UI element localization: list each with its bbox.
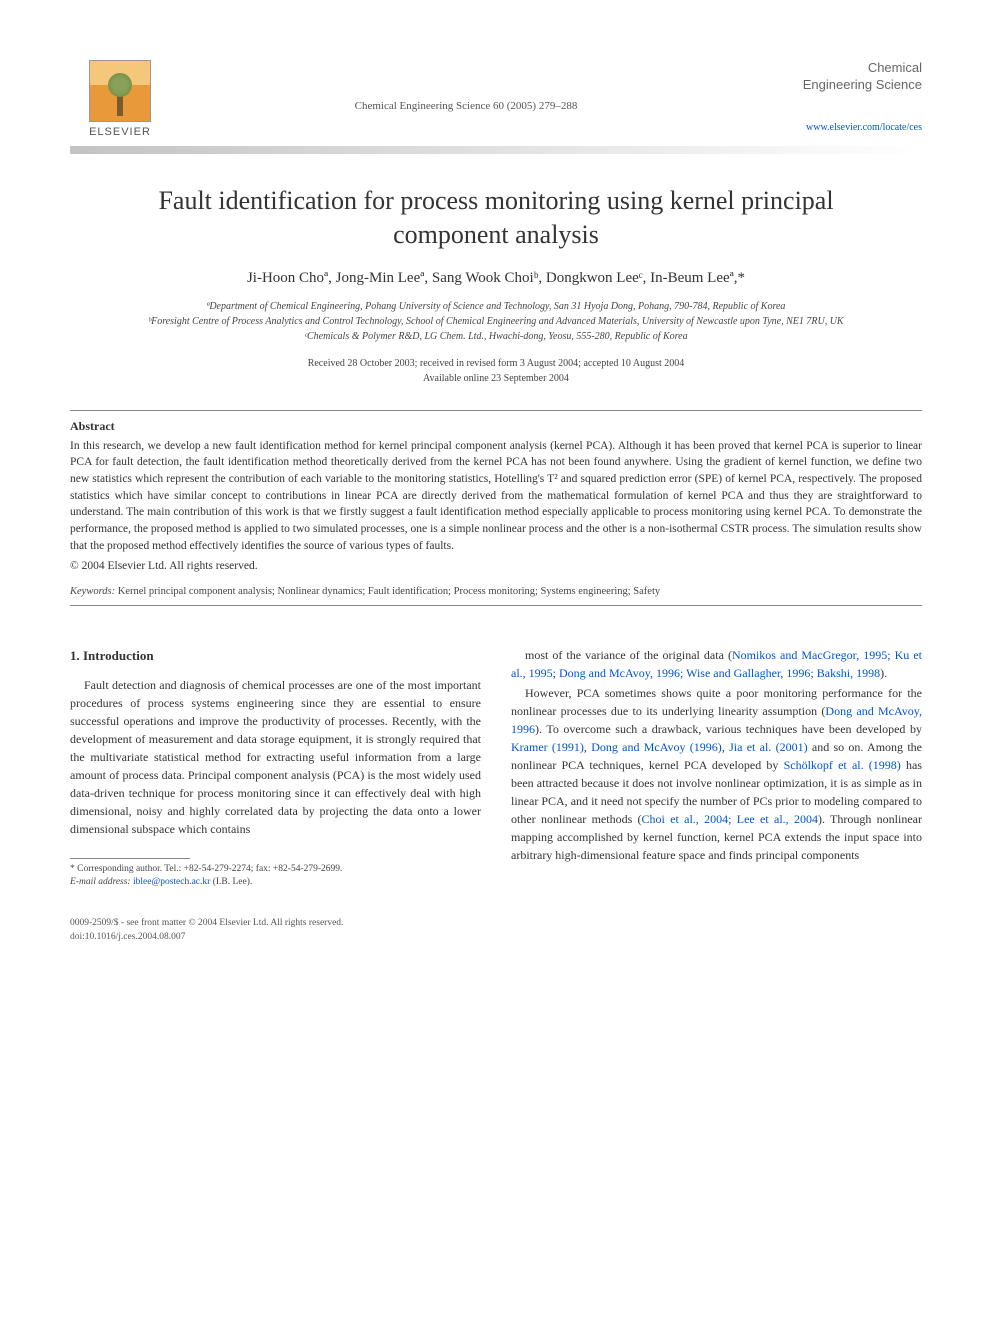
affiliation-c: ᶜChemicals & Polymer R&D, LG Chem. Ltd.,… [70,329,922,344]
citation-3[interactable]: Kramer (1991) [511,740,584,754]
publisher-name: ELSEVIER [89,126,151,138]
rule-bottom [70,605,922,606]
email-link[interactable]: iblee@postech.ac.kr [133,877,210,887]
footnote-rule [70,858,190,859]
affiliation-b: ᵇForesight Centre of Process Analytics a… [70,314,922,329]
elsevier-tree-icon [89,60,151,122]
col2-p1b: ). [880,666,887,680]
citation-7[interactable]: Choi et al., 2004; Lee et al., 2004 [642,812,818,826]
journal-url-link[interactable]: www.elsevier.com/locate/ces [762,122,922,133]
citation-6[interactable]: Schölkopf et al. (1998) [784,758,901,772]
keywords-line: Keywords: Kernel principal component ana… [70,586,922,597]
col2-p2b: ). To overcome such a drawback, various … [535,722,922,736]
issn-line: 0009-2509/$ - see front matter © 2004 El… [70,917,922,930]
doi-line: doi:10.1016/j.ces.2004.08.007 [70,931,922,944]
header-row: ELSEVIER Chemical Engineering Science 60… [70,60,922,138]
authors-line: Ji-Hoon Choª, Jong-Min Leeª, Sang Wook C… [70,270,922,287]
affiliations-block: ªDepartment of Chemical Engineering, Poh… [70,299,922,344]
article-title: Fault identification for process monitor… [110,184,882,252]
footnote-block: * Corresponding author. Tel.: +82-54-279… [70,863,481,890]
citation-4[interactable]: Dong and McAvoy (1996) [591,740,722,754]
column-left: 1. Introduction Fault detection and diag… [70,646,481,889]
journal-citation: Chemical Engineering Science 60 (2005) 2… [170,60,762,112]
affiliation-a: ªDepartment of Chemical Engineering, Poh… [70,299,922,314]
email-line: E-mail address: iblee@postech.ac.kr (I.B… [70,876,481,889]
rule-top [70,410,922,411]
body-columns: 1. Introduction Fault detection and diag… [70,646,922,889]
email-label: E-mail address: [70,877,131,887]
page-root: ELSEVIER Chemical Engineering Science 60… [0,0,992,984]
affiliation-a-text: Department of Chemical Engineering, Poha… [209,301,785,312]
header-gradient-bar [70,146,922,154]
col2-p2d: , [722,740,729,754]
abstract-heading: Abstract [70,419,922,434]
section-1-heading: 1. Introduction [70,646,481,666]
keywords-list: Kernel principal component analysis; Non… [118,586,660,597]
email-name: (I.B. Lee). [213,877,253,887]
column-right: most of the variance of the original dat… [511,646,922,889]
corresponding-author: * Corresponding author. Tel.: +82-54-279… [70,863,481,876]
keywords-label: Keywords: [70,586,115,597]
col2-para2: However, PCA sometimes shows quite a poo… [511,684,922,864]
journal-name-line1: Chemical [762,60,922,77]
dates-block: Received 28 October 2003; received in re… [70,356,922,386]
available-line: Available online 23 September 2004 [70,371,922,386]
col2-para1: most of the variance of the original dat… [511,646,922,682]
publisher-logo-box: ELSEVIER [70,60,170,138]
affiliation-b-text: Foresight Centre of Process Analytics an… [151,316,844,327]
abstract-copyright: © 2004 Elsevier Ltd. All rights reserved… [70,560,922,572]
received-line: Received 28 October 2003; received in re… [70,356,922,371]
citation-5[interactable]: Jia et al. (2001) [729,740,808,754]
journal-name-line2: Engineering Science [762,77,922,94]
col1-para1: Fault detection and diagnosis of chemica… [70,676,481,838]
col2-p1a: most of the variance of the original dat… [525,648,732,662]
bottom-meta: 0009-2509/$ - see front matter © 2004 El… [70,917,922,944]
journal-box: Chemical Engineering Science www.elsevie… [762,60,922,133]
abstract-body: In this research, we develop a new fault… [70,438,922,555]
affiliation-c-text: Chemicals & Polymer R&D, LG Chem. Ltd., … [307,331,688,342]
